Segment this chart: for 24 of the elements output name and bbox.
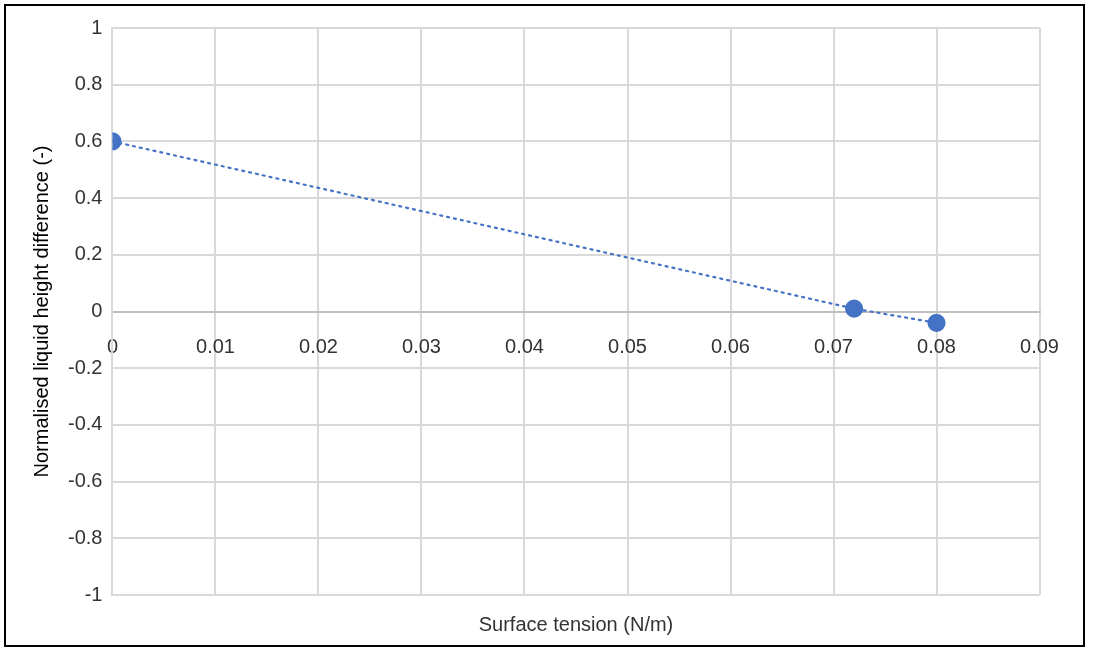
y-tick-label: 0.6 (74, 128, 103, 151)
x-axis-title: Surface tension (N/m) (478, 612, 674, 635)
y-tick-label: 1 (91, 15, 103, 38)
y-tick-label: 0.4 (74, 185, 103, 208)
y-tick-label: -0.2 (67, 355, 103, 378)
x-tick-label: 0.05 (608, 335, 647, 358)
y-tick-label: -0.4 (67, 412, 103, 435)
x-tick-label: 0.01 (196, 335, 235, 358)
x-tick-label: 0.06 (711, 335, 750, 358)
y-tick-label: 0.8 (74, 72, 103, 95)
y-tick-label: -0.8 (67, 525, 103, 548)
point (927, 313, 946, 332)
y-tick-label: 0 (91, 299, 103, 322)
x-tick-label: 0.09 (1020, 335, 1060, 358)
x-tick-label: 0.02 (299, 335, 338, 358)
x-tick-label: 0.08 (917, 335, 956, 358)
x-tick-label: 0.03 (402, 335, 441, 358)
x-tick-label: 0.04 (505, 335, 544, 358)
y-tick-label: -0.6 (67, 469, 103, 492)
y-tick-label: -1 (84, 582, 103, 605)
x-tick-label: 0.07 (814, 335, 853, 358)
y-tick-label: 0.2 (74, 242, 103, 265)
point (845, 299, 864, 318)
y-axis-title: Normalised liquid height difference (-) (29, 145, 52, 478)
